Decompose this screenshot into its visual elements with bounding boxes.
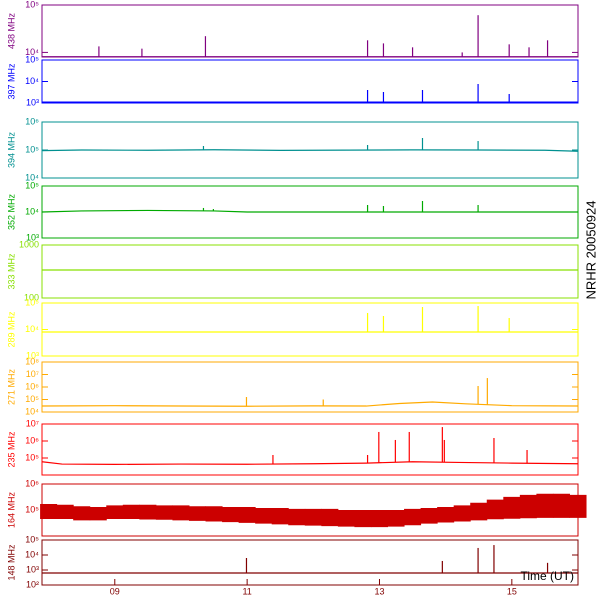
panel-frame — [41, 59, 579, 104]
y-tick-label: 10⁷ — [26, 369, 39, 379]
x-axis-label: Time (UT) — [520, 569, 574, 583]
y-tick-label: 10⁴ — [25, 76, 39, 86]
y-tick-label: 10⁵ — [25, 54, 39, 64]
y-tick-label: 10⁴ — [25, 172, 39, 182]
panel-frame — [41, 302, 579, 357]
y-axis-label: 271 MHz — [6, 368, 16, 405]
y-tick-label: 10³ — [26, 350, 39, 360]
y-tick-label: 10⁴ — [25, 549, 39, 559]
x-tick-label: 15 — [507, 586, 517, 596]
y-tick-label: 10³ — [26, 97, 39, 107]
y-tick-label: 10⁵ — [25, 534, 39, 544]
panel-frame — [41, 423, 579, 476]
y-tick-label: 10⁶ — [25, 478, 39, 488]
y-axis-label: 235 MHz — [6, 431, 16, 468]
y-tick-label: 10⁶ — [25, 116, 39, 126]
y-axis-label: 148 MHz — [6, 544, 16, 581]
series-line — [41, 209, 578, 213]
y-tick-label: 10⁶ — [25, 381, 39, 391]
y-tick-label: 100 — [24, 292, 39, 302]
x-tick-label: 09 — [110, 586, 120, 596]
y-tick-label: 10⁷ — [26, 418, 39, 428]
y-tick-label: 10³ — [26, 564, 39, 574]
y-tick-label: 10² — [26, 579, 39, 589]
y-axis-label: 438 MHz — [6, 12, 16, 49]
x-tick-label: 13 — [374, 586, 384, 596]
y-tick-label: 10⁶ — [25, 435, 39, 445]
y-axis-label: 164 MHz — [6, 491, 16, 528]
y-axis-label: 352 MHz — [6, 193, 16, 230]
annotation: NRHR 20050924 — [583, 200, 598, 299]
y-axis-label: 397 MHz — [6, 63, 16, 100]
y-tick-label: 10⁸ — [25, 356, 39, 366]
y-tick-label: 10⁵ — [25, 394, 39, 404]
y-axis-label: 394 MHz — [6, 131, 16, 168]
series-line — [41, 461, 579, 466]
y-axis-label: 289 MHz — [6, 311, 16, 348]
panel-frame — [41, 244, 579, 299]
y-tick-label: 10⁵ — [25, 452, 39, 462]
series-line — [41, 401, 579, 407]
y-tick-label: 10⁵ — [25, 144, 39, 154]
panel-frame — [41, 539, 579, 586]
panel-frame — [41, 361, 579, 413]
y-tick-label: 10⁴ — [25, 406, 39, 416]
y-tick-label: 10⁴ — [25, 206, 39, 216]
y-tick-label: 1000 — [19, 239, 39, 249]
y-tick-label: 10⁴ — [25, 47, 39, 57]
x-tick-label: 11 — [242, 586, 251, 596]
y-tick-label: 10³ — [26, 232, 39, 242]
y-tick-label: 10⁵ — [25, 0, 39, 9]
panel-frame — [41, 4, 579, 58]
series-line — [41, 149, 579, 152]
y-axis-label: 333 MHz — [6, 253, 16, 290]
y-tick-label: 10⁵ — [25, 297, 39, 307]
y-tick-label: 10⁵ — [25, 504, 39, 514]
y-tick-label: 10⁵ — [25, 180, 39, 190]
y-tick-label: 10⁴ — [25, 324, 39, 334]
